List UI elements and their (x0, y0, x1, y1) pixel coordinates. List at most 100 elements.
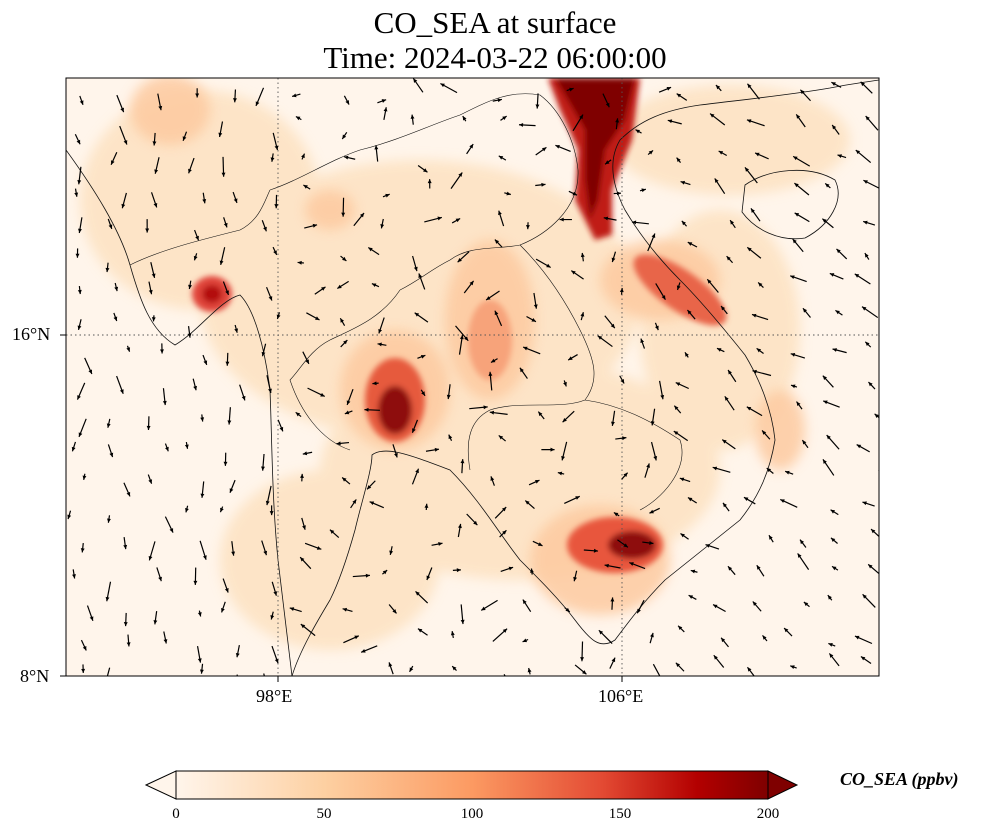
wind-arrow-head (369, 501, 375, 506)
wind-arrow-head (459, 334, 464, 340)
wind-arrow-head (836, 248, 841, 254)
wind-arrow-head (488, 371, 493, 377)
wind-arrow-head (752, 601, 757, 606)
wind-arrow-shaft (878, 469, 879, 472)
wind-arrow-head (791, 384, 796, 389)
wind-arrow-head (82, 475, 87, 480)
wind-arrow-head (744, 167, 750, 172)
wind-arrow-head (710, 113, 715, 118)
wind-arrow-head (329, 529, 335, 534)
wind-arrow-head (410, 114, 415, 119)
wind-arrow-head (229, 488, 234, 493)
wind-arrow-head (673, 431, 679, 436)
wind-arrow-head (575, 496, 580, 500)
wind-arrow-head (726, 256, 731, 261)
wind-arrow-head (573, 576, 578, 582)
wind-arrow-head (784, 628, 789, 633)
wind-arrow-head (452, 666, 457, 671)
wind-arrow-head (368, 247, 373, 252)
wind-arrow-head (227, 420, 232, 425)
wind-arrow-head (535, 104, 540, 109)
wind-arrow-head (620, 379, 625, 384)
wind-arrow-head (615, 118, 620, 123)
wind-arrow-head (343, 340, 348, 345)
lat-tick-8n: 8°N (20, 666, 50, 686)
wind-arrow-head (389, 550, 394, 555)
wind-arrow-head (236, 686, 240, 690)
wind-arrow-head (868, 564, 873, 569)
wind-arrow-head (871, 529, 876, 534)
wind-arrow-head (300, 624, 306, 629)
wind-arrow-head (82, 646, 87, 651)
chart-title-line1: CO_SEA at surface (373, 5, 617, 40)
wind-arrow-head (78, 228, 82, 233)
wind-arrow-shaft (355, 677, 370, 689)
wind-arrow-head (676, 157, 681, 163)
wind-arrow-head (111, 160, 115, 165)
wind-arrow-head (569, 87, 574, 92)
wind-arrow-head (755, 152, 760, 157)
wind-arrow-head (371, 283, 377, 288)
wind-arrow-head (345, 100, 350, 105)
wind-arrow-head (265, 500, 270, 506)
wind-arrow-head (762, 635, 767, 640)
wind-arrow-head (616, 191, 622, 196)
wind-arrow-head (421, 391, 426, 396)
wind-arrow-head (195, 93, 200, 98)
wind-arrow-head (255, 101, 260, 106)
wind-arrow-head (502, 530, 507, 535)
wind-arrow-head (605, 102, 610, 108)
wind-arrow-head (722, 439, 727, 444)
wind-arrow-shaft (106, 667, 111, 676)
wind-arrow-head (678, 625, 683, 630)
wind-arrow-head (724, 396, 729, 401)
wind-arrow-head (865, 341, 870, 347)
wind-arrow-head (522, 638, 528, 643)
wind-arrow-head (380, 224, 385, 229)
wind-arrow-head (225, 361, 230, 366)
wind-arrow-head (394, 453, 398, 458)
wind-arrow-head (268, 296, 273, 301)
wind-arrow-head (498, 155, 504, 160)
wind-arrow-head (494, 310, 499, 316)
wind-arrow-head (354, 635, 359, 640)
wind-arrow-head (263, 226, 267, 232)
wind-arrow-head (303, 184, 308, 189)
wind-arrow-head (219, 260, 224, 265)
wind-arrow-head (409, 667, 414, 672)
wind-arrow-head (497, 98, 502, 103)
wind-arrow-head (114, 286, 119, 292)
wind-arrow-head (631, 220, 637, 225)
wind-arrow-head (77, 325, 82, 330)
wind-arrow-head (498, 210, 502, 216)
map-frame (65, 77, 880, 677)
wind-arrow-head (302, 525, 306, 530)
wind-arrow-head (344, 155, 349, 160)
wind-arrow-head (676, 285, 681, 290)
wind-arrow-head (301, 153, 305, 159)
wind-arrow-head (713, 655, 718, 660)
wind-arrow-head (193, 580, 198, 585)
wind-arrow-head (603, 216, 609, 221)
wind-arrow-head (297, 260, 302, 265)
wind-arrow-head (383, 107, 388, 112)
wind-arrow-head (531, 318, 536, 322)
wind-arrow-head (233, 98, 237, 103)
wind-arrow-head (650, 421, 655, 426)
wind-arrow-head (822, 375, 827, 380)
wind-arrow-head (855, 150, 861, 155)
wind-arrow-head (823, 400, 828, 405)
wind-arrow-head (518, 123, 524, 127)
wind-arrow-head (688, 595, 694, 599)
wind-arrow-head (486, 296, 491, 300)
wind-arrow-head (241, 395, 246, 401)
wind-arrow-head (684, 352, 689, 357)
wind-arrow-head (674, 405, 679, 411)
wind-arrow-head (502, 628, 508, 633)
wind-arrow-head (88, 369, 93, 375)
wind-arrow-head (826, 435, 831, 440)
wind-arrow-head (464, 336, 469, 341)
wind-arrow-head (718, 150, 724, 155)
wind-arrow-head (193, 385, 198, 391)
wind-arrow-head (605, 160, 610, 165)
